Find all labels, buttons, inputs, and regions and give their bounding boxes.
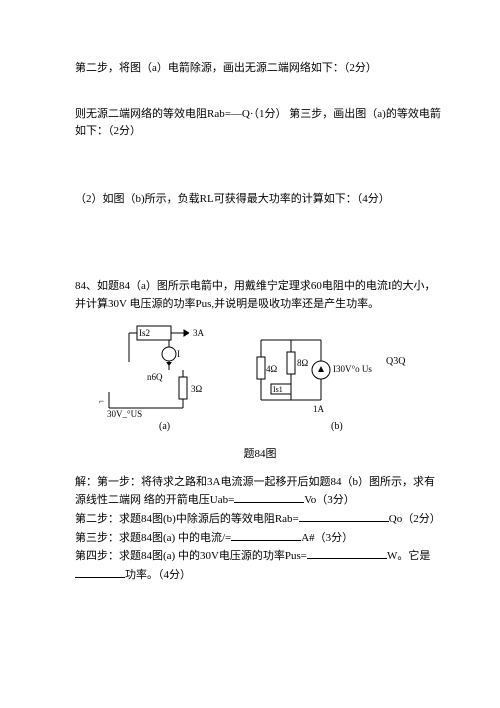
circuit-a-svg: Is2 3A I n6Q 3Ω ⌐ 30V_°US (a) [99,322,239,432]
label-3ohm: 3Ω [191,384,203,394]
label-8ohm: 8Ω [297,358,309,368]
circuit-a: Is2 3A I n6Q 3Ω ⌐ 30V_°US (a) [99,322,239,439]
text: 第二步，将图（a）电箭除源，画出无源二端网络如下：（2分） [75,62,377,74]
text: Qo（2分） [389,513,441,525]
label-1a: 1A [313,404,325,414]
paragraph-step2: 第二步，将图（a）电箭除源，画出无源二端网络如下：（2分） [75,60,445,78]
text: A#（3分） [301,532,353,544]
paragraph-part2b: （2）如图（b)所示，负载RL可获得最大功率的计算如下：（4分） [75,191,445,209]
label-us: 30V_°US [107,409,142,419]
circuit-b: 4Ω 8Ω Is1 I30V°o Us 1A Q3Q (b) [251,322,421,439]
text: 第三步：求题84图(a) 中的电流/= [75,532,231,544]
text: Vo（3分） [304,494,355,506]
figure-row: Is2 3A I n6Q 3Ω ⌐ 30V_°US (a) [75,322,445,439]
blank-uab [234,491,304,503]
solution-line-4: 第四步：求题84图(a) 中的30V电压源的功率Pus= W。它是功率。（4分） [75,547,445,584]
l-corner: ⌐ [99,396,104,406]
label-i: I [177,349,180,359]
figure-title: 题84图 [75,446,445,464]
solution-line-3: 第三步：求题84图(a) 中的电流/= A#（3分） [75,529,445,548]
text: 84、如题84（a）图所示电箭中，用戴维宁定理求60电阻中的电流I的大小，并计算… [75,280,436,310]
solution-line-1: 解：第一步：将待求之路和3A电流源一起移开后如题84（b）图所示，求有源线性二端… [75,474,445,510]
label-3a: 3A [193,328,205,338]
label-is1: Is1 [273,385,283,394]
tag-b: (b) [331,421,343,432]
circuit-b-svg: 4Ω 8Ω Is1 I30V°o Us 1A Q3Q (b) [251,322,421,432]
tag-a: (a) [159,421,170,432]
label-q3q: Q3Q [386,356,406,367]
text: （2）如图（b)所示，负载RL可获得最大功率的计算如下：（4分） [75,193,390,205]
text: 则无源二端网络的等效电阻Rab=—Q·（1分） 第三步，画出图（a)的等效电箭如… [75,108,441,138]
text: 功率。（4分） [125,569,191,581]
label-is2: Is2 [139,328,150,338]
blank-power-type [75,566,125,578]
question-84: 84、如题84（a）图所示电箭中，用戴维宁定理求60电阻中的电流I的大小，并计算… [75,278,445,313]
text: W。它是 [387,550,430,562]
label-n6q: n6Q [147,372,163,382]
label-src: I30V°o Us [333,364,372,374]
label-4ohm: 4Ω [266,364,278,374]
text: 第二步：求题84图(b)中除源后的等效电阻Rab= [75,513,299,525]
text: 题84图 [244,448,277,460]
paragraph-step3: 则无源二端网络的等效电阻Rab=—Q·（1分） 第三步，画出图（a)的等效电箭如… [75,106,445,141]
blank-rab [299,510,389,522]
blank-pus [307,547,387,559]
blank-current [231,529,301,541]
text: 第四步：求题84图(a) 中的30V电压源的功率Pus= [75,550,307,562]
solution-line-2: 第二步：求题84图(b)中除源后的等效电阻Rab= Qo（2分） [75,510,445,529]
